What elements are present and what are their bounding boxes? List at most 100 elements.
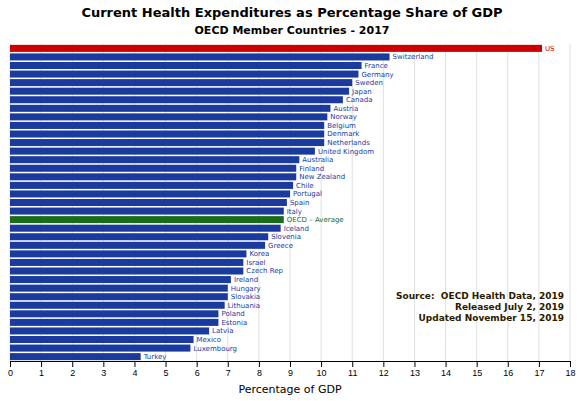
x-tick: 16 [503,361,513,378]
bar [10,208,284,215]
bar [10,182,293,189]
subtitle: OECD Member Countries - 2017 [195,24,390,37]
bar [10,190,290,197]
bar [10,345,190,352]
bar [10,105,330,112]
category-label: Finland [299,165,324,173]
category-label: Slovakia [231,293,260,301]
category-label: Turkey [143,353,167,361]
category-label: Israel [246,259,265,267]
category-label: Germany [361,71,393,79]
x-tick: 3 [101,361,106,378]
x-tick-mark [352,361,353,367]
x-tick-mark [103,361,104,367]
bar [10,336,194,343]
x-tick-mark [197,361,198,367]
x-tick: 10 [317,361,327,378]
category-label: OECD – Average [287,216,344,224]
x-axis-line [11,362,571,368]
bar [10,267,243,274]
bar [10,113,327,120]
grid-line [383,44,384,361]
annotation: Source: OECD Health Data, 2019Released J… [396,291,564,323]
x-tick-label: 0 [8,368,13,378]
x-tick-mark [539,361,540,367]
category-label: Slovenia [271,233,301,241]
x-tick-label: 6 [195,368,200,378]
bar [10,165,296,172]
bar [10,45,542,52]
category-label: Hungary [231,285,261,293]
bar [10,130,324,137]
category-label: Spain [290,199,310,207]
x-tick-label: 11 [348,368,357,378]
x-axis: 0123456789101112131415161718 [8,361,576,378]
category-label: Czech Rep [246,267,283,275]
bar [10,276,231,283]
grid-line [570,44,571,361]
bar [10,79,352,86]
category-label: United Kingdom [318,148,374,156]
x-tick-mark [228,361,229,367]
bar [10,319,218,326]
x-tick-label: 5 [164,368,169,378]
category-label: Netherlands [327,139,370,147]
x-tick-mark [414,361,415,367]
bar [10,250,246,257]
category-label: Luxembourg [193,345,237,353]
category-label: Australia [302,156,333,164]
category-label: Switzerland [393,53,434,61]
category-label: Chile [296,182,314,190]
x-tick-mark [290,361,291,367]
x-tick-mark [72,361,73,367]
category-label: Latvia [212,327,233,335]
x-tick-mark [508,361,509,367]
chart: Current Health Expenditures as Percentag… [0,0,584,401]
bar [10,225,281,232]
x-tick-mark [10,361,11,367]
title: Current Health Expenditures as Percentag… [81,5,502,20]
bar [10,96,343,103]
category-label: Estonia [221,319,247,327]
bar [10,71,358,78]
x-tick-label: 15 [472,368,482,378]
x-tick: 4 [132,361,137,378]
x-tick-label: 9 [288,368,293,378]
x-tick-mark [446,361,447,367]
x-tick: 7 [226,361,231,378]
x-tick: 2 [70,361,75,378]
x-tick-label: 17 [534,368,544,378]
grid-line [414,44,415,361]
x-tick-label: 8 [257,368,262,378]
x-tick: 6 [195,361,200,378]
x-tick-mark [321,361,322,367]
bar [10,285,228,292]
x-tick-label: 7 [226,368,231,378]
category-label: Norway [330,113,357,121]
bar [10,53,390,60]
category-label: France [365,62,388,70]
x-tick-label: 4 [132,368,137,378]
bar [10,88,349,95]
bar [10,327,209,334]
x-tick-label: 10 [317,368,327,378]
x-tick: 14 [441,361,451,378]
bar [10,148,315,155]
x-tick: 15 [472,361,482,378]
category-label: Belgium [327,122,356,130]
bar [10,199,287,206]
category-label: Portugal [293,190,322,198]
x-tick-mark [259,361,260,367]
annotation-line: Updated November 15, 2019 [418,313,564,323]
x-tick-label: 14 [441,368,451,378]
category-label: Canada [346,96,373,104]
x-tick: 18 [565,361,575,378]
annotation-line: Released July 2, 2019 [455,302,564,312]
x-tick-mark [570,361,571,367]
x-tick: 9 [288,361,293,378]
bar [10,233,268,240]
bar [10,139,324,146]
x-tick-mark [41,361,42,367]
category-label: US [545,45,555,53]
x-tick: 12 [379,361,389,378]
